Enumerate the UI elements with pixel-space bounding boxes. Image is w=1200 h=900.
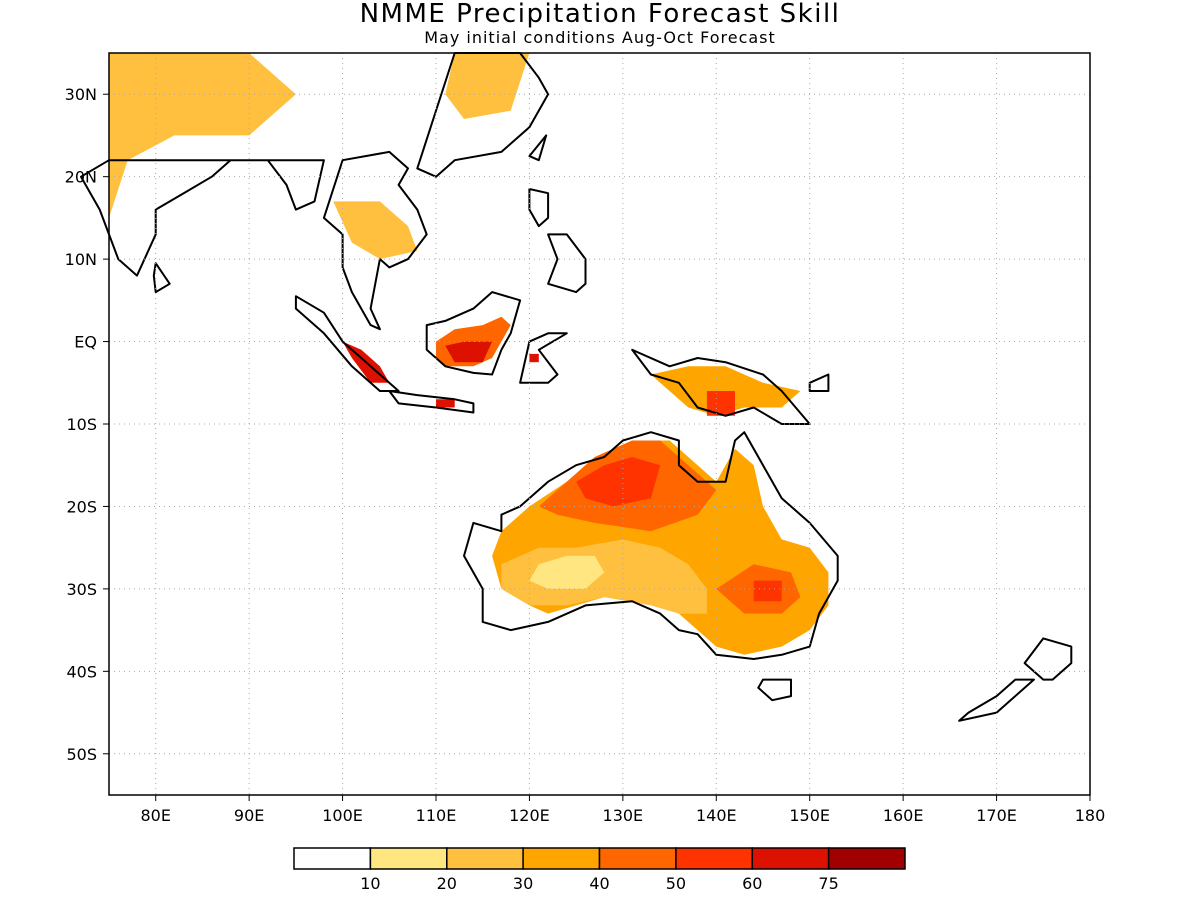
coastline [463,431,839,660]
skill-region [501,539,707,614]
lat-tick-label: 40S [66,662,97,681]
skill-region [445,341,493,363]
coastline [757,678,792,702]
map-frame [108,52,1091,796]
lon-tick-label: 110E [416,806,457,825]
colorbar-swatch [369,847,448,870]
skill-region [445,53,530,119]
colorbar-swatch [675,847,754,870]
skill-region [109,53,296,218]
lon-tick-label: 150E [789,806,830,825]
map-title: NMME Precipitation Forecast Skill [359,0,841,29]
coastline [528,134,548,162]
lon-tick-label: 140E [696,806,737,825]
lat-tick-label: 10S [66,415,97,434]
lon-tick-label: 160E [883,806,924,825]
colorbar-swatch [598,847,677,870]
map-subtitle: May initial conditions Aug-Oct Forecast [424,28,776,47]
skill-region [529,353,539,363]
coastline [425,291,522,376]
colorbar-swatch [827,847,906,870]
longitude-labels: 80E 90E 100E 110E 120E 130E 140E 150E 160E 170E 18… [140,806,1105,825]
colorbar-label: 20 [437,874,457,893]
coastline [808,373,830,392]
coastline [322,150,428,331]
coastline [1023,637,1073,681]
skill-region [436,399,455,408]
lon-tick-label: 90E [234,806,264,825]
coastline [152,262,171,294]
colorbar-label: 10 [360,874,380,893]
lon-tick-label: 80E [140,806,170,825]
coastline [388,390,475,414]
coastline [294,295,400,392]
lon-tick-label: 130E [603,806,644,825]
coastline [547,233,587,294]
skill-region [706,391,735,416]
colorbar-label: 50 [666,874,686,893]
lat-tick-label: 20S [66,497,97,516]
latitude-labels: 30N 20N 10N EQ 10S 20S 30S 40S 50S [65,85,97,764]
skill-region [333,201,418,260]
colorbar-label: 60 [742,874,762,893]
colorbar-swatch [751,847,830,870]
colorbar-swatch [522,847,601,870]
lat-tick-label: 50S [66,745,97,764]
coastline [958,678,1035,722]
colorbar-label: 40 [589,874,609,893]
colorbar-label: 30 [513,874,533,893]
skill-region [576,457,661,507]
coastline [631,348,811,425]
lat-tick-label: 20N [65,168,97,187]
lat-tick-label: 30N [65,85,97,104]
colorbar-swatch [446,847,524,870]
lat-tick-label: 30S [66,580,97,599]
colorbar-swatch [293,847,372,870]
skill-region [753,580,782,602]
gridlines [103,53,1091,801]
coastline [519,332,568,384]
lon-tick-label: 120E [509,806,550,825]
lat-tick-label: 10N [65,250,97,269]
lat-tick-label: EQ [74,333,97,352]
lon-tick-label: 100E [322,806,363,825]
colorbar: 10 20 30 40 50 60 75 [293,847,906,893]
skill-region [725,457,763,515]
coastlines [80,52,1073,722]
coastline [528,188,550,228]
skill-shading [109,53,829,655]
lon-tick-label: 170E [976,806,1017,825]
skill-region [529,555,605,589]
colorbar-label: 75 [818,874,838,893]
lon-tick-label: 180 [1075,806,1106,825]
